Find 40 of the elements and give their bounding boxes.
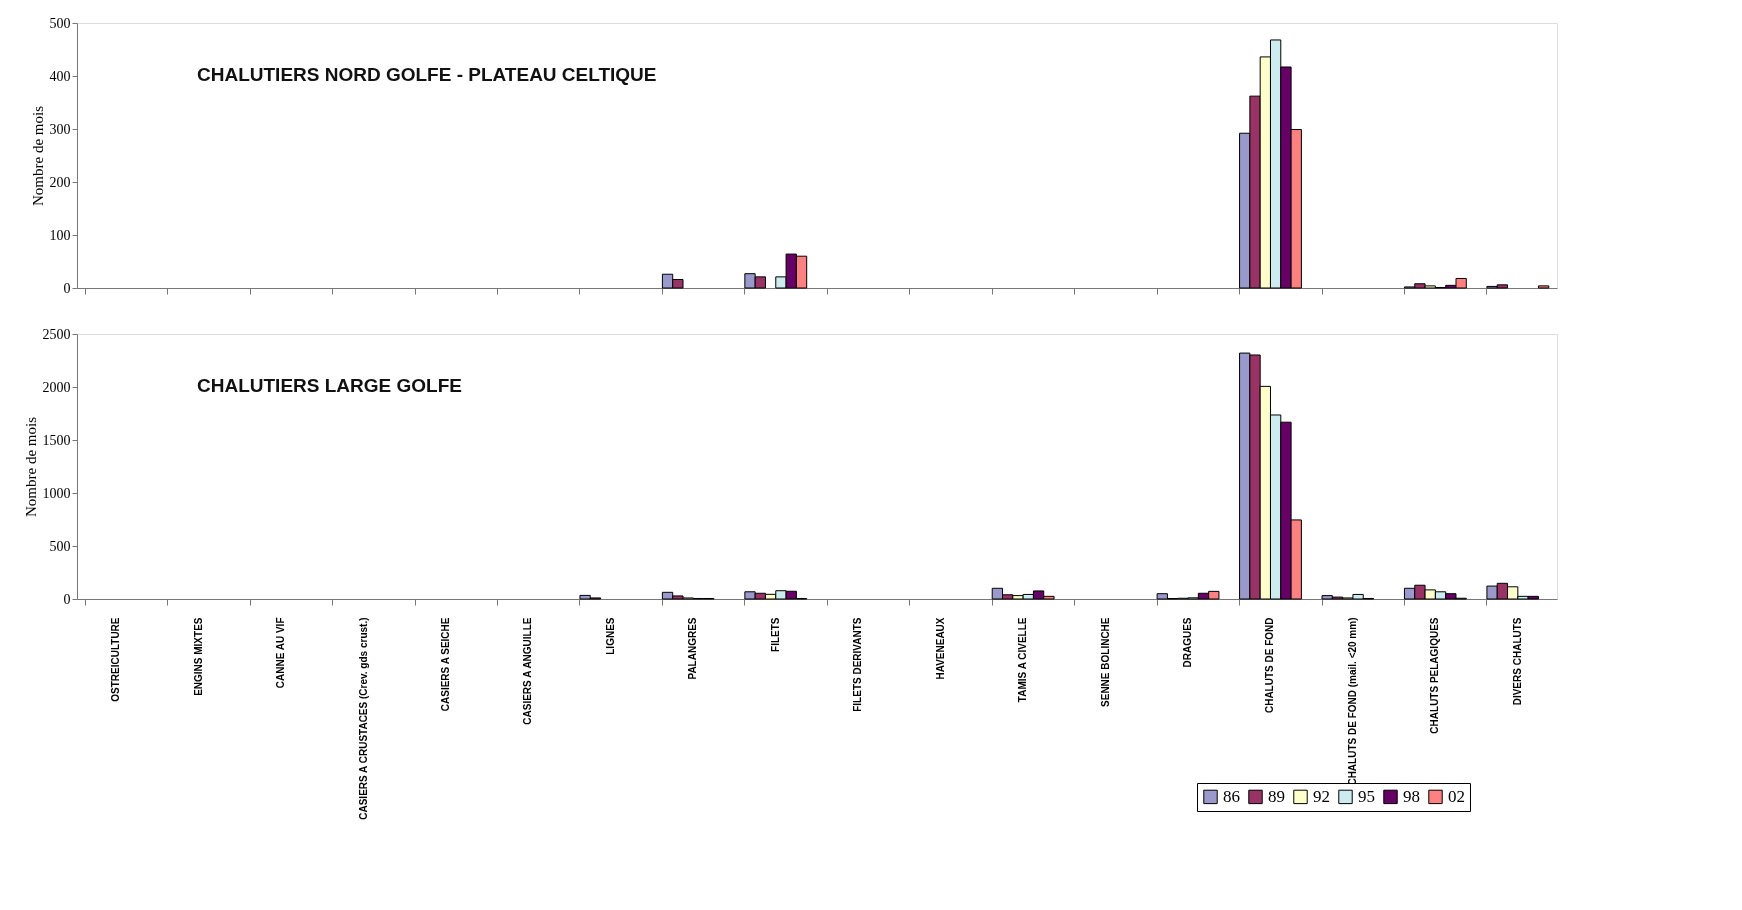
bar <box>1537 285 1550 289</box>
y-tick-label: 300 <box>49 121 71 137</box>
x-tick-label: DRAGUES <box>1182 617 1194 668</box>
x-tick-label: SENNE BOLINCHE <box>1099 617 1111 707</box>
x-tick-label: CHALUTS PELAGIQUES <box>1429 617 1441 734</box>
y-tick-label: 1000 <box>42 485 71 501</box>
x-tick-label: FILETS DERIVANTS <box>852 617 864 712</box>
x-tick-label: ENGINS MIXTES <box>192 617 204 696</box>
x-tick-label: CASIERS A CRUSTACES (Crev. gds crust.) <box>357 617 369 820</box>
y-tick-label: 500 <box>49 15 71 31</box>
x-tick-label: DIVERS CHALUTS <box>1511 617 1523 706</box>
y-tick-label: 0 <box>63 280 71 296</box>
y-tick-label: 200 <box>49 174 71 190</box>
legend-label: 02 <box>1448 786 1465 806</box>
y-tick-label: 100 <box>49 227 71 243</box>
x-tick-label: TAMIS A CIVELLE <box>1017 617 1029 703</box>
y-tick-label: 2500 <box>42 326 71 342</box>
x-tick-label: PALANGRES <box>687 617 699 680</box>
text: CHALUTIERS NORD GOLFE - PLATEAU CELTIQUE <box>197 64 657 85</box>
y-tick-label: 1500 <box>42 432 71 448</box>
x-tick-label: HAVENEAUX <box>934 617 946 680</box>
legend-label: 95 <box>1358 786 1375 806</box>
legend-label: 98 <box>1403 786 1420 806</box>
y-axis-title: Nombre de mois <box>22 416 39 517</box>
x-tick-label: CASIERS A SEICHE <box>439 617 451 712</box>
text: CHALUTIERS LARGE GOLFE <box>197 375 462 396</box>
x-tick-label: CASIERS A ANGUILLE <box>522 617 534 725</box>
y-tick-label: 0 <box>63 591 71 607</box>
x-tick-label: FILETS <box>769 617 781 652</box>
x-tick-label: OSTREICULTURE <box>110 617 122 702</box>
x-tick-label: CANNE AU VIF <box>275 617 287 689</box>
legend-label: 89 <box>1268 786 1285 806</box>
y-tick-label: 400 <box>49 68 71 84</box>
x-tick-label: LIGNES <box>604 617 616 655</box>
legend-label: 92 <box>1313 786 1330 806</box>
legend-label: 86 <box>1223 786 1240 806</box>
y-tick-label: 2000 <box>42 379 71 395</box>
y-tick-label: 500 <box>49 538 71 554</box>
x-tick-label: CHALUTS DE FOND <box>1264 617 1276 714</box>
y-axis-title: Nombre de mois <box>29 105 46 206</box>
